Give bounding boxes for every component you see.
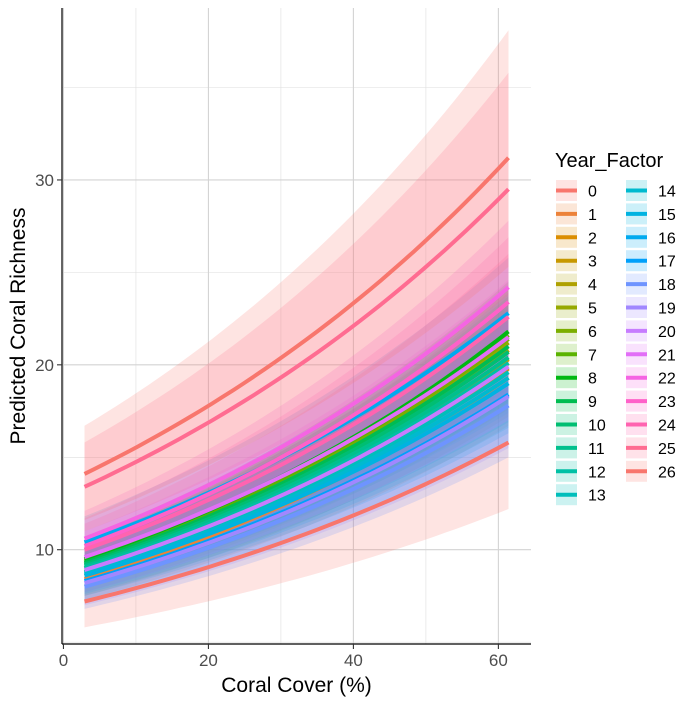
legend-item-9: 9 bbox=[556, 390, 597, 412]
legend-item-23: 23 bbox=[626, 390, 676, 412]
x-tick-label: 60 bbox=[489, 651, 508, 670]
legend-label: 25 bbox=[658, 441, 676, 458]
legend-label: 17 bbox=[658, 254, 676, 271]
legend-label: 9 bbox=[588, 394, 597, 411]
ci-ribbon-23 bbox=[84, 237, 509, 572]
legend-label: 15 bbox=[658, 207, 676, 224]
x-tick-label: 0 bbox=[59, 651, 68, 670]
legend-item-7: 7 bbox=[556, 343, 597, 365]
legend-item-17: 17 bbox=[626, 250, 676, 272]
series-line-22 bbox=[83, 285, 510, 541]
ci-ribbon-16 bbox=[84, 257, 509, 567]
series-line-15 bbox=[83, 381, 510, 578]
y-tick-label: 20 bbox=[35, 356, 54, 375]
legend-label: 1 bbox=[588, 207, 597, 224]
legend-item-1: 1 bbox=[556, 203, 597, 225]
legend-item-21: 21 bbox=[626, 343, 676, 365]
legend-item-26: 26 bbox=[626, 460, 676, 482]
legend-label: 5 bbox=[588, 301, 597, 318]
legend-item-19: 19 bbox=[626, 297, 676, 318]
axes: 0 20 40 60 10 20 30 bbox=[35, 8, 531, 670]
legend-label: 22 bbox=[658, 371, 676, 388]
ci-ribbon-22 bbox=[84, 220, 509, 567]
series-line-0 bbox=[84, 440, 510, 604]
legend-item-15: 15 bbox=[626, 203, 676, 225]
series-line-24 bbox=[83, 315, 510, 552]
legend-item-0: 0 bbox=[556, 180, 597, 201]
series-line-19 bbox=[83, 394, 510, 585]
x-tick-label: 40 bbox=[344, 651, 363, 670]
series-line-11 bbox=[83, 355, 510, 569]
legend-item-13: 13 bbox=[556, 484, 606, 506]
legend-label: 12 bbox=[588, 464, 606, 481]
legend-item-8: 8 bbox=[556, 367, 597, 389]
x-axis-title: Coral Cover (%) bbox=[221, 674, 372, 697]
legend-label: 10 bbox=[588, 418, 606, 435]
series-line-26 bbox=[83, 156, 510, 476]
legend-item-20: 20 bbox=[626, 320, 676, 342]
legend-item-12: 12 bbox=[556, 460, 606, 482]
legend-label: 13 bbox=[588, 488, 606, 505]
legend-label: 4 bbox=[588, 277, 597, 294]
series-lines bbox=[83, 156, 510, 604]
series-line-20 bbox=[83, 365, 510, 572]
legend-item-6: 6 bbox=[556, 320, 597, 342]
ci-ribbon-26 bbox=[84, 30, 509, 521]
series-line-9 bbox=[83, 344, 510, 565]
ci-ribbon-5 bbox=[84, 292, 509, 585]
legend-item-10: 10 bbox=[556, 414, 606, 435]
legend-label: 26 bbox=[658, 464, 676, 481]
ci-ribbon-10 bbox=[84, 302, 509, 585]
legend-label: 6 bbox=[588, 324, 597, 341]
legend-item-16: 16 bbox=[626, 226, 676, 248]
legend-item-11: 11 bbox=[556, 437, 605, 459]
legend-label: 19 bbox=[658, 301, 676, 318]
series-line-18 bbox=[83, 403, 510, 589]
legend: Year_Factor 0123456789101112131415161718… bbox=[555, 150, 676, 506]
y-tick-label: 30 bbox=[35, 171, 54, 190]
legend-label: 14 bbox=[658, 184, 676, 201]
legend-item-18: 18 bbox=[626, 273, 676, 295]
legend-label: 8 bbox=[588, 371, 597, 388]
series-line-14 bbox=[83, 376, 510, 576]
legend-item-25: 25 bbox=[626, 437, 676, 459]
series-line-21 bbox=[83, 335, 510, 559]
legend-label: 11 bbox=[588, 441, 605, 458]
x-tick-label: 20 bbox=[199, 651, 218, 670]
legend-label: 21 bbox=[658, 347, 676, 364]
y-axis-title: Predicted Coral Richness bbox=[7, 208, 30, 445]
series-line-10 bbox=[83, 350, 510, 567]
legend-label: 7 bbox=[588, 347, 597, 364]
legend-item-2: 2 bbox=[556, 226, 597, 248]
y-tick-label: 10 bbox=[35, 541, 54, 560]
legend-item-24: 24 bbox=[626, 414, 676, 435]
legend-item-3: 3 bbox=[556, 250, 597, 272]
legend-label: 24 bbox=[658, 418, 676, 435]
legend-label: 18 bbox=[658, 277, 676, 294]
series-line-13 bbox=[83, 370, 510, 574]
legend-label: 3 bbox=[588, 254, 597, 271]
legend-item-22: 22 bbox=[626, 367, 676, 389]
legend-label: 2 bbox=[588, 230, 597, 247]
ci-ribbon-8 bbox=[84, 281, 509, 580]
legend-label: 23 bbox=[658, 394, 676, 411]
legend-item-5: 5 bbox=[556, 297, 597, 318]
legend-label: 0 bbox=[588, 184, 597, 201]
legend-item-14: 14 bbox=[626, 180, 676, 201]
legend-label: 16 bbox=[658, 230, 676, 247]
ci-ribbon-9 bbox=[84, 296, 509, 583]
legend-label: 20 bbox=[658, 324, 676, 341]
legend-title: Year_Factor bbox=[555, 150, 664, 172]
series-line-23 bbox=[83, 300, 510, 548]
legend-item-4: 4 bbox=[556, 273, 597, 295]
series-line-25 bbox=[83, 187, 510, 489]
